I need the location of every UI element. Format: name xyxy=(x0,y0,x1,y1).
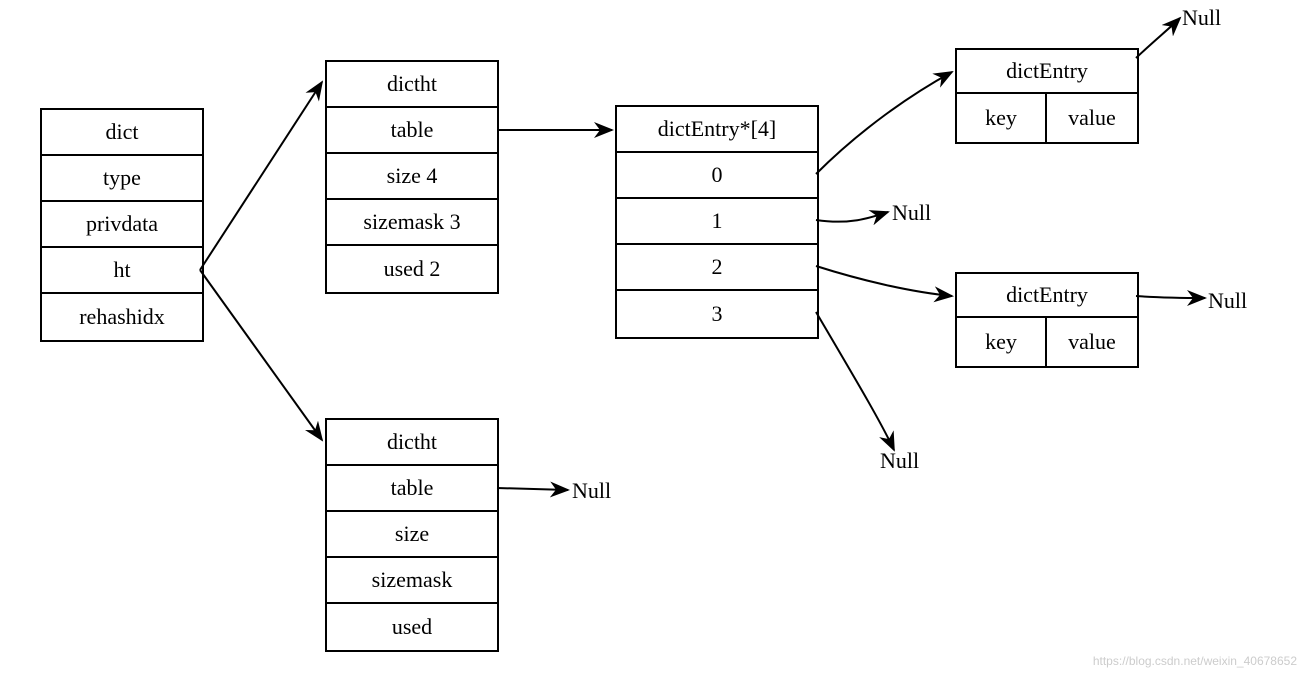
dictht1-cell-3: sizemask 3 xyxy=(327,200,497,246)
dict_box-cell-2: privdata xyxy=(42,202,202,248)
dictentry-top: dictEntry key value xyxy=(955,48,1139,144)
dict_box-cell-3: ht xyxy=(42,248,202,294)
null-label-top: Null xyxy=(1182,5,1221,31)
dictentry-bottom-head: dictEntry xyxy=(957,274,1137,318)
dictht0-box: dicthttablesize 4sizemask 3used 2 xyxy=(325,60,499,294)
entry_array-cell-4: 3 xyxy=(617,291,817,337)
dict_box-cell-0: dict xyxy=(42,110,202,156)
arrow-4 xyxy=(816,72,952,174)
dict-struct-box: dicttypeprivdatahtrehashidx xyxy=(40,108,204,342)
arrow-5 xyxy=(816,212,888,222)
entry_array-cell-3: 2 xyxy=(617,245,817,291)
dictht2-cell-2: size xyxy=(327,512,497,558)
dictht2-cell-4: used xyxy=(327,604,497,650)
entry_array-cell-0: dictEntry*[4] xyxy=(617,107,817,153)
watermark: https://blog.csdn.net/weixin_40678652 xyxy=(1093,654,1297,668)
arrow-9 xyxy=(1136,296,1205,298)
dictentry-top-value: value xyxy=(1047,94,1137,142)
dictht1-cell-4: used 2 xyxy=(327,246,497,292)
dictht1-cell-0: dictht xyxy=(327,62,497,108)
dictht2-cell-1: table xyxy=(327,466,497,512)
dictentry-top-key: key xyxy=(957,94,1047,142)
entry-array-box: dictEntry*[4]0123 xyxy=(615,105,819,339)
arrow-1 xyxy=(200,270,322,440)
dictht1-cell-2: size 4 xyxy=(327,154,497,200)
entry_array-cell-1: 0 xyxy=(617,153,817,199)
dict_box-cell-4: rehashidx xyxy=(42,294,202,340)
dictentry-bottom-key: key xyxy=(957,318,1047,366)
null-label-slot3: Null xyxy=(880,448,919,474)
dictht2-cell-3: sizemask xyxy=(327,558,497,604)
arrow-8 xyxy=(1136,18,1180,58)
null-label-slot1: Null xyxy=(892,200,931,226)
dictht2-cell-0: dictht xyxy=(327,420,497,466)
null-label-ht2: Null xyxy=(572,478,611,504)
dictentry-bottom-value: value xyxy=(1047,318,1137,366)
null-label-entry2: Null xyxy=(1208,288,1247,314)
arrow-3 xyxy=(497,488,568,490)
dictentry-top-head: dictEntry xyxy=(957,50,1137,94)
dictht1-cell-1: table xyxy=(327,108,497,154)
arrow-0 xyxy=(200,82,322,270)
dictht1-box: dicthttablesizesizemaskused xyxy=(325,418,499,652)
dictentry-bottom: dictEntry key value xyxy=(955,272,1139,368)
arrow-7 xyxy=(816,312,894,450)
entry_array-cell-2: 1 xyxy=(617,199,817,245)
arrow-6 xyxy=(816,266,952,296)
dict_box-cell-1: type xyxy=(42,156,202,202)
